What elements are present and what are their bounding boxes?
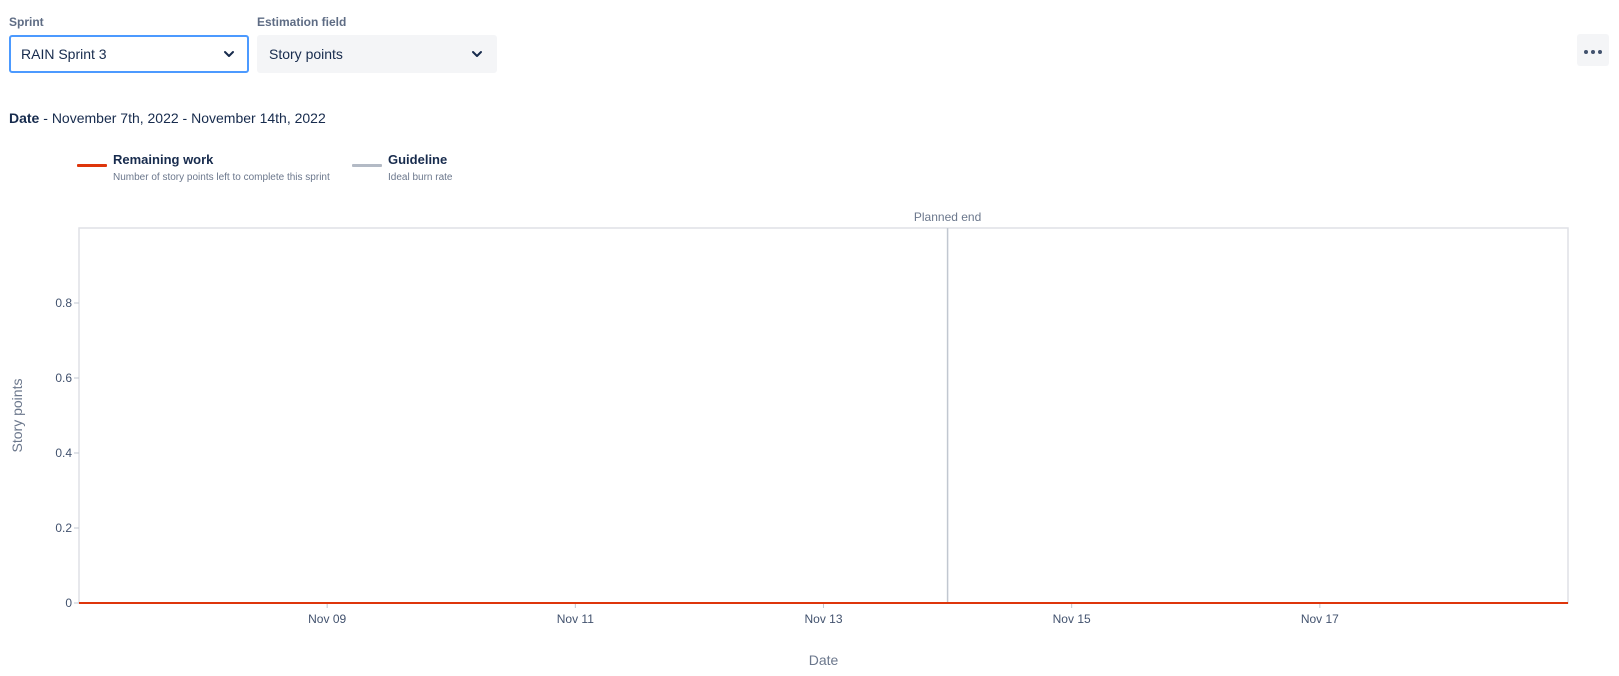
y-tick-label: 0.8 (55, 296, 72, 310)
y-tick-label: 0.2 (55, 521, 72, 535)
legend-guideline-title: Guideline (388, 152, 448, 167)
sprint-select[interactable]: RAIN Sprint 3 (9, 35, 249, 73)
y-axis-title: Story points (9, 379, 25, 453)
plot-frame (78, 227, 1569, 604)
x-tick-label: Nov 09 (308, 612, 346, 626)
y-tick-label: 0.6 (55, 371, 72, 385)
sprint-select-value: RAIN Sprint 3 (21, 46, 107, 62)
legend-remaining-description: Number of story points left to complete … (113, 172, 330, 183)
x-axis-title: Date (809, 652, 839, 668)
x-tick-label: Nov 13 (804, 612, 842, 626)
chevron-down-icon (221, 46, 237, 62)
date-range-separator: - (39, 110, 52, 126)
date-range-value: November 7th, 2022 - November 14th, 2022 (51, 110, 326, 126)
legend-guideline-description: Ideal burn rate (388, 172, 453, 183)
x-tick-label: Nov 11 (557, 612, 594, 626)
y-tick-label: 0 (65, 596, 72, 610)
estimation-field-select[interactable]: Story points (257, 35, 497, 73)
date-range-label: Date (9, 110, 40, 126)
sprint-label: Sprint (9, 15, 44, 29)
legend-remaining-swatch (77, 164, 107, 167)
legend-remaining-title: Remaining work (113, 152, 214, 167)
more-actions-button[interactable] (1577, 34, 1609, 66)
y-tick-label: 0.4 (55, 446, 72, 460)
estimation-field-label: Estimation field (257, 15, 347, 29)
planned-end-label: Planned end (914, 210, 981, 224)
chevron-down-icon (469, 46, 485, 62)
more-horizontal-icon (1584, 41, 1602, 59)
date-range: Date - November 7th, 2022 - November 14t… (9, 110, 326, 126)
x-tick-label: Nov 17 (1301, 612, 1339, 626)
legend-guideline-swatch (352, 164, 382, 167)
estimation-select-value: Story points (269, 46, 343, 62)
x-tick-label: Nov 15 (1053, 612, 1091, 626)
